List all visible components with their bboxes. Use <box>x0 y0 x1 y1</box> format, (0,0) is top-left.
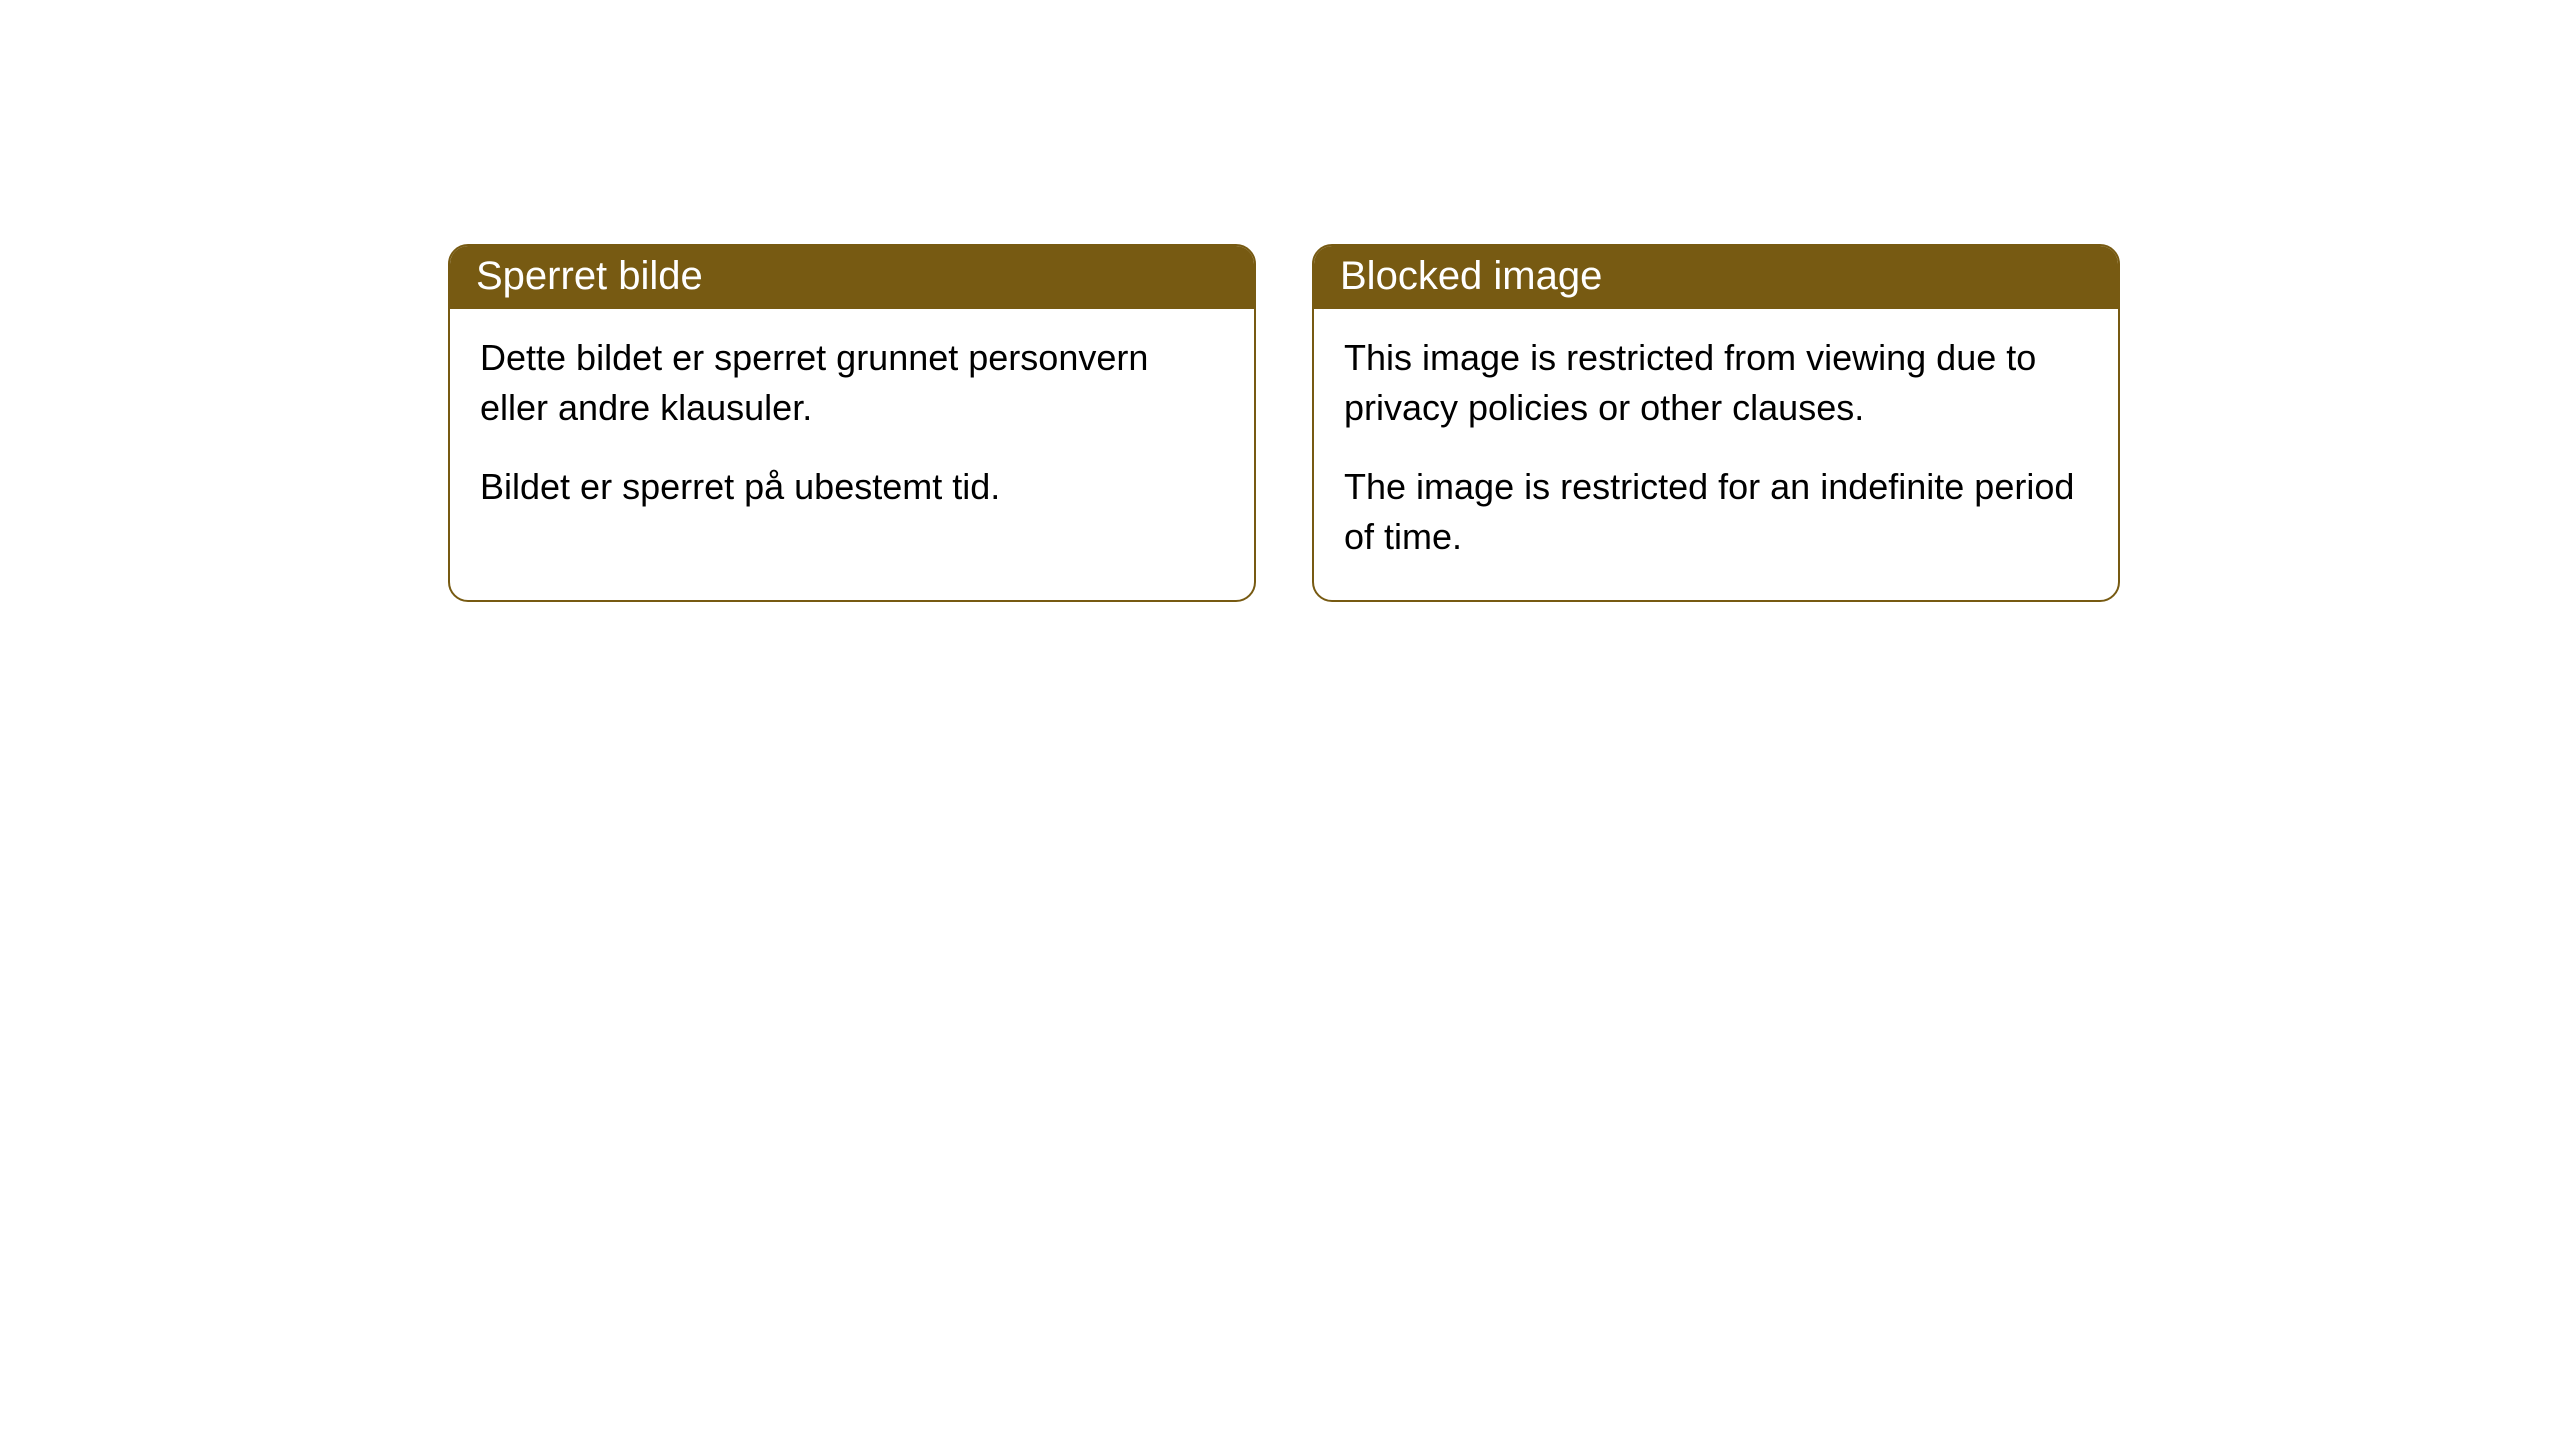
card-body: Dette bildet er sperret grunnet personve… <box>450 309 1254 550</box>
card-body: This image is restricted from viewing du… <box>1314 309 2118 600</box>
card-header: Sperret bilde <box>450 246 1254 309</box>
card-paragraph: Dette bildet er sperret grunnet personve… <box>480 333 1224 432</box>
card-paragraph: Bildet er sperret på ubestemt tid. <box>480 462 1224 512</box>
blocked-image-card-norwegian: Sperret bilde Dette bildet er sperret gr… <box>448 244 1256 602</box>
cards-container: Sperret bilde Dette bildet er sperret gr… <box>448 244 2120 602</box>
card-paragraph: The image is restricted for an indefinit… <box>1344 462 2088 561</box>
blocked-image-card-english: Blocked image This image is restricted f… <box>1312 244 2120 602</box>
card-paragraph: This image is restricted from viewing du… <box>1344 333 2088 432</box>
card-header: Blocked image <box>1314 246 2118 309</box>
